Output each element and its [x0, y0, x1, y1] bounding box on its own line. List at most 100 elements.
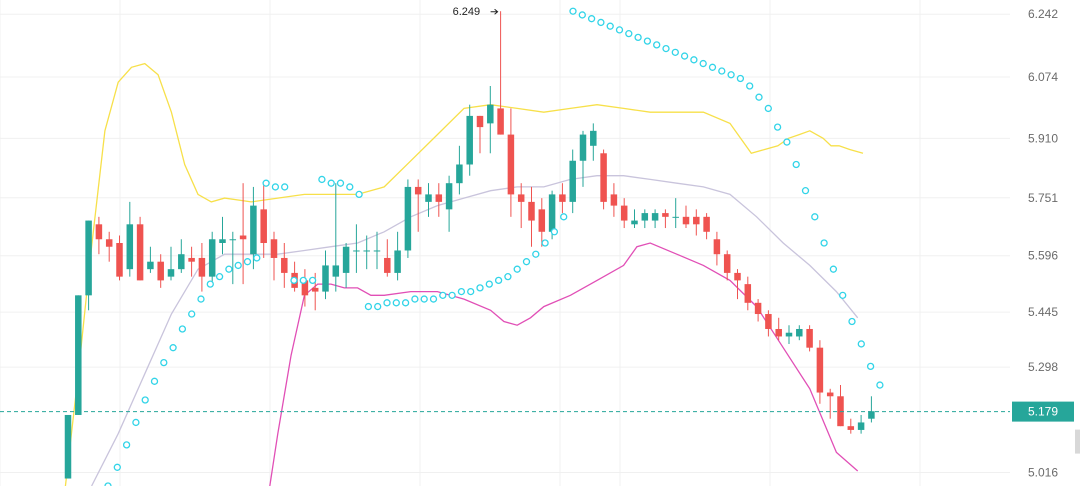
sar-dot [569, 7, 577, 15]
candle-body [445, 183, 453, 210]
sar-dot [169, 344, 177, 352]
sar-dot [876, 381, 884, 389]
candle [610, 183, 618, 217]
candle-body [517, 194, 525, 202]
sar-dot [597, 18, 605, 27]
candle [785, 325, 793, 344]
candle [816, 340, 824, 404]
candle-body [734, 272, 741, 281]
sar-dot [476, 284, 484, 292]
candle [105, 231, 113, 262]
candle [713, 231, 721, 266]
candle [662, 209, 669, 229]
candle-body [569, 160, 576, 202]
sar-dot [662, 44, 670, 53]
candle-body [816, 347, 824, 393]
candle-body [167, 269, 175, 277]
candle [342, 243, 350, 288]
sar-dot [188, 310, 196, 318]
candle [363, 235, 370, 270]
sar-dot [699, 59, 707, 68]
sar-dot [643, 37, 652, 45]
candle [507, 108, 515, 217]
candle-body [476, 115, 484, 128]
candle-body [363, 250, 370, 252]
sar-dot [783, 138, 791, 146]
candle-body [847, 426, 855, 430]
sar-dot [606, 22, 614, 30]
candle [723, 250, 731, 281]
candle-body [806, 328, 813, 348]
candle-body [425, 194, 432, 202]
sar-dot [141, 396, 149, 404]
sar-dot [383, 299, 391, 307]
sar-dot [736, 74, 745, 83]
candle-body [754, 302, 762, 315]
sar-dot [522, 258, 531, 266]
sar-dot [746, 82, 754, 90]
candle [64, 414, 72, 479]
candle [157, 254, 164, 288]
sar-dot [690, 56, 698, 64]
candle [281, 243, 288, 288]
candle-body [311, 287, 319, 292]
candle-body [332, 265, 340, 277]
candle-body [75, 295, 82, 415]
candle [497, 11, 504, 135]
sar-dot [560, 213, 568, 221]
candle [651, 209, 659, 229]
candle [445, 175, 453, 232]
sar-dot [467, 287, 475, 296]
candle-body [239, 235, 247, 240]
sar-dot [253, 254, 261, 262]
candle [95, 216, 103, 255]
y-tick-label: 5.751 [1028, 191, 1058, 205]
sar-dot [122, 441, 131, 449]
sar-dot [550, 228, 559, 236]
candle [559, 183, 566, 214]
candle-body [126, 224, 134, 270]
sar-dot [234, 261, 242, 270]
grid-lines [0, 0, 1010, 486]
sar-dot [839, 291, 847, 299]
candle [425, 183, 432, 217]
candle-body [857, 422, 865, 430]
candle-body [85, 220, 92, 296]
sar-dot [346, 183, 354, 191]
sar-dot [374, 302, 382, 311]
sar-dot [708, 63, 717, 71]
bollinger-bands [64, 62, 864, 486]
candle [579, 130, 587, 187]
candle [239, 183, 247, 285]
candle-body [620, 205, 628, 221]
candle [641, 209, 649, 229]
sar-dot [653, 41, 661, 49]
candle-body [342, 246, 350, 273]
candle-body [672, 216, 679, 218]
sar-dot [773, 123, 782, 131]
sar-dot [866, 362, 875, 371]
candle-body [250, 205, 257, 255]
sar-dot [494, 276, 503, 285]
y-tick-label: 6.242 [1028, 7, 1058, 21]
sar-dot [680, 52, 689, 60]
sar-dot [755, 93, 763, 101]
candle [250, 186, 257, 270]
candle-body [105, 239, 113, 247]
sar-dot [801, 187, 810, 195]
sar-dot [439, 291, 447, 299]
candle-body [404, 186, 412, 251]
sar-dot [820, 239, 828, 247]
sar-dot [392, 299, 400, 307]
candle-body [394, 250, 401, 273]
candle [322, 250, 329, 300]
candle [868, 396, 875, 423]
candle-body [641, 213, 649, 221]
candle-body [651, 213, 659, 221]
sar-dot [829, 265, 838, 273]
candle-body [188, 257, 195, 262]
candle [590, 123, 597, 161]
candle [260, 183, 267, 258]
candle-body [631, 220, 638, 225]
